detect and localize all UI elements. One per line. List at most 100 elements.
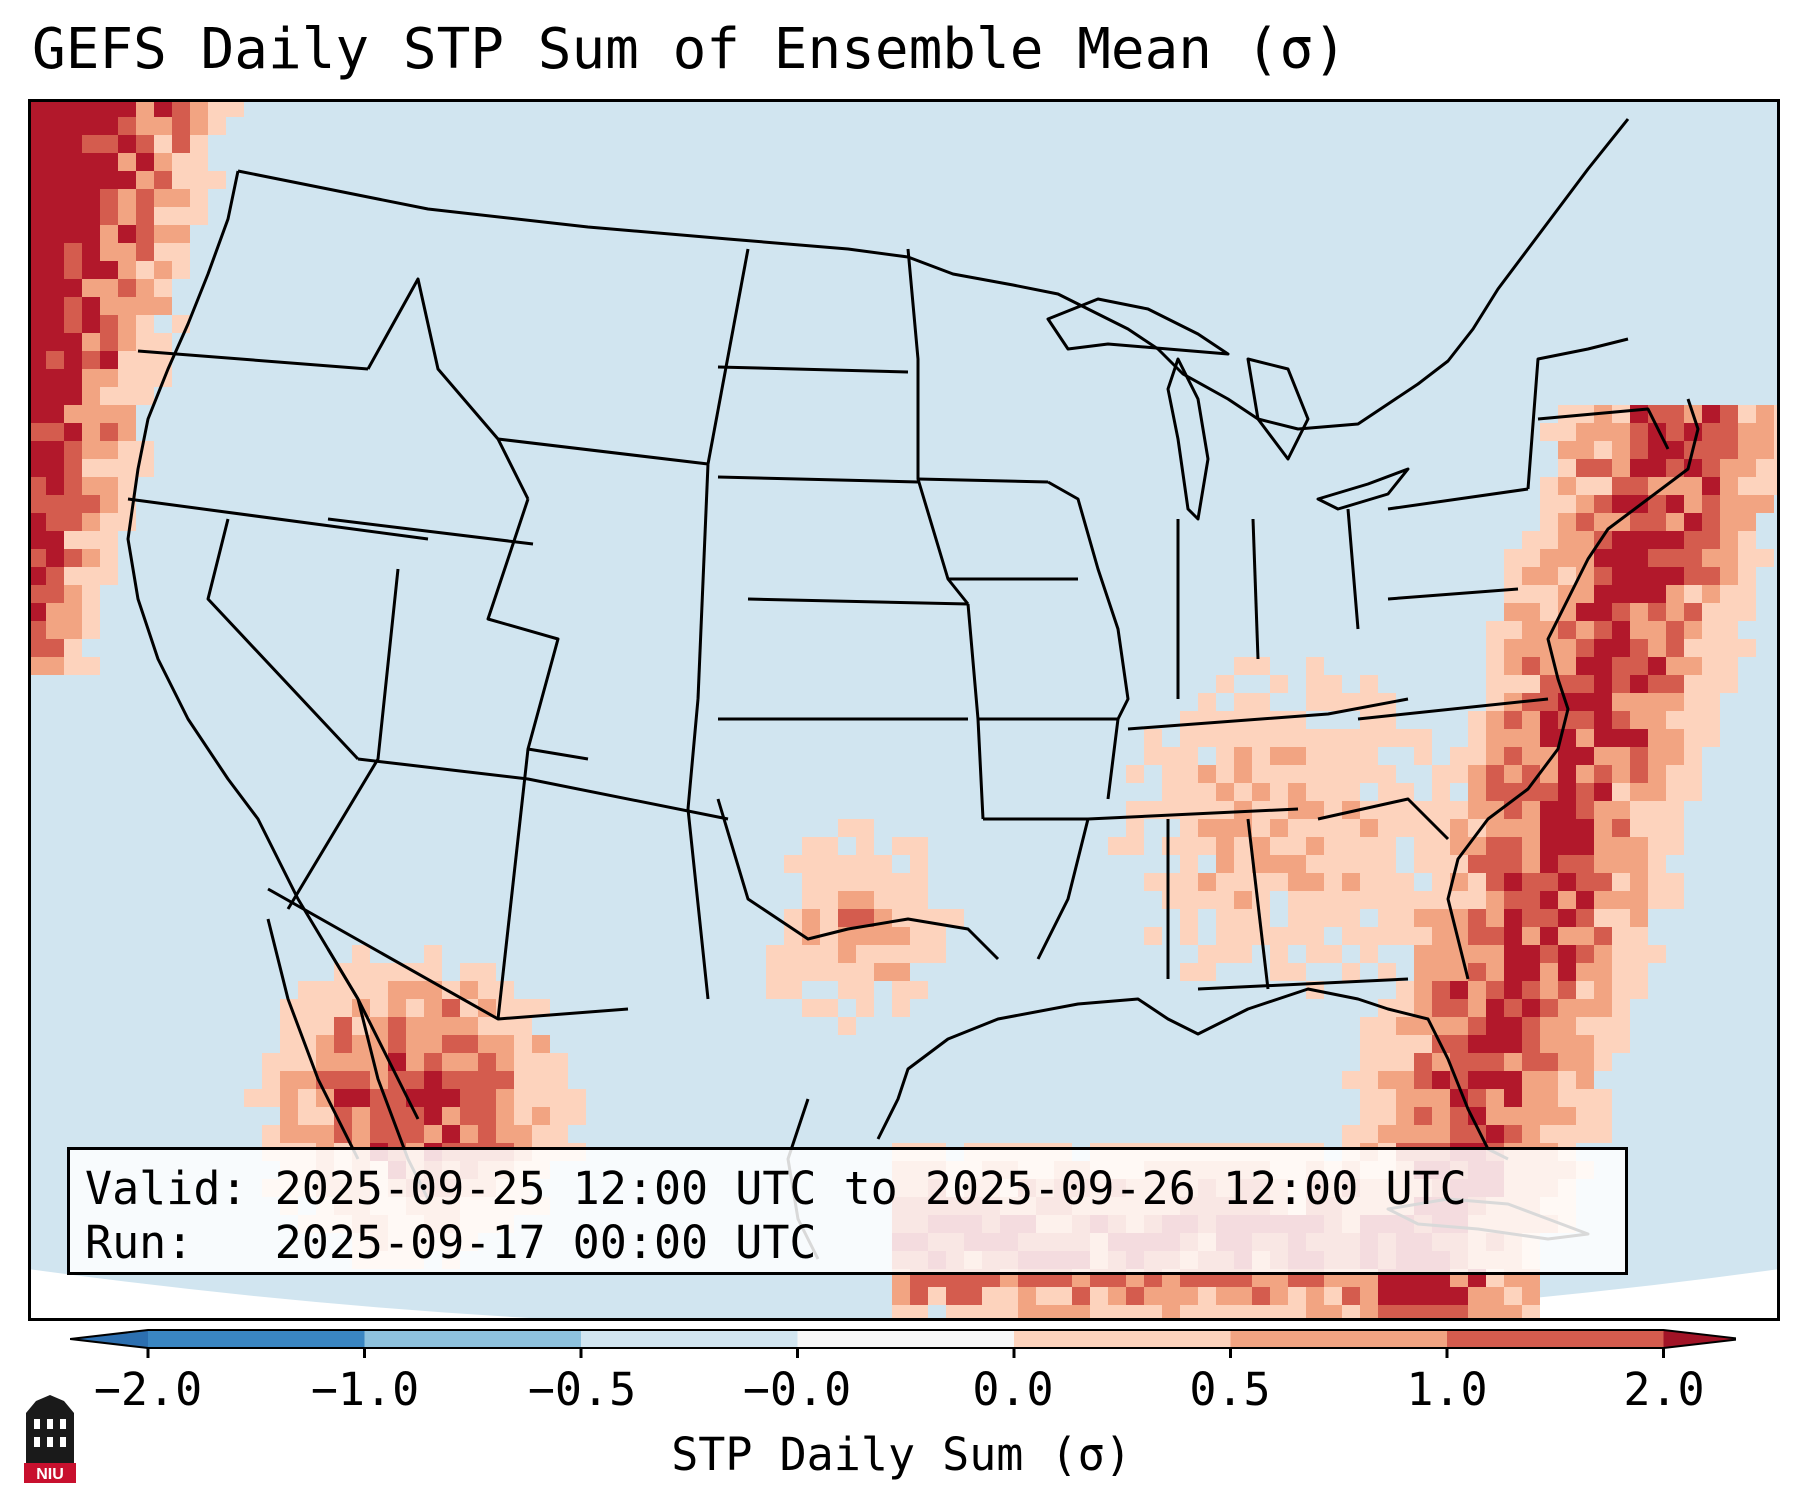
border-ar-la bbox=[983, 817, 1090, 960]
anomaly-cell bbox=[1504, 747, 1522, 765]
anomaly-cell bbox=[28, 171, 46, 189]
anomaly-cell bbox=[46, 459, 64, 477]
anomaly-cell bbox=[1720, 423, 1738, 441]
anomaly-cell bbox=[1414, 927, 1432, 945]
anomaly-cell bbox=[856, 927, 874, 945]
anomaly-cell bbox=[136, 207, 154, 225]
anomaly-cell bbox=[1342, 765, 1360, 783]
anomaly-cell bbox=[1702, 495, 1720, 513]
anomaly-cell bbox=[1504, 1071, 1522, 1089]
anomaly-cell bbox=[118, 153, 136, 171]
anomaly-cell bbox=[1486, 783, 1504, 801]
anomaly-cell bbox=[1360, 891, 1378, 909]
anomaly-cell bbox=[820, 891, 838, 909]
anomaly-cell bbox=[82, 117, 100, 135]
anomaly-cell bbox=[1522, 1035, 1540, 1053]
anomaly-cell bbox=[1558, 999, 1576, 1017]
anomaly-cell bbox=[1738, 405, 1756, 423]
anomaly-cell bbox=[1522, 711, 1540, 729]
anomaly-cell bbox=[1630, 477, 1648, 495]
anomaly-cell bbox=[1594, 567, 1612, 585]
anomaly-cell bbox=[1432, 981, 1450, 999]
anomaly-cell bbox=[784, 981, 802, 999]
anomaly-cell bbox=[1378, 909, 1396, 927]
anomaly-cell bbox=[424, 999, 442, 1017]
anomaly-cell bbox=[64, 171, 82, 189]
anomaly-cell bbox=[1288, 711, 1306, 729]
anomaly-cell bbox=[28, 495, 46, 513]
anomaly-cell bbox=[64, 297, 82, 315]
anomaly-cell bbox=[82, 171, 100, 189]
anomaly-cell bbox=[118, 189, 136, 207]
anomaly-cell bbox=[946, 909, 964, 927]
anomaly-cell bbox=[1540, 513, 1558, 531]
anomaly-cell bbox=[874, 963, 892, 981]
anomaly-cell bbox=[82, 495, 100, 513]
anomaly-cell bbox=[838, 1017, 856, 1035]
anomaly-cell bbox=[1216, 801, 1234, 819]
anomaly-cell bbox=[1594, 801, 1612, 819]
anomaly-cell bbox=[1612, 657, 1630, 675]
anomaly-cell bbox=[1252, 657, 1270, 675]
anomaly-cell bbox=[1342, 891, 1360, 909]
anomaly-cell bbox=[856, 891, 874, 909]
anomaly-cell bbox=[136, 117, 154, 135]
anomaly-cell bbox=[1360, 1035, 1378, 1053]
anomaly-cell bbox=[64, 549, 82, 567]
anomaly-cell bbox=[64, 351, 82, 369]
tick-label: −0.0 bbox=[742, 1363, 852, 1416]
anomaly-cell bbox=[1702, 459, 1720, 477]
anomaly-cell bbox=[1432, 801, 1450, 819]
anomaly-cell bbox=[1558, 765, 1576, 783]
anomaly-cell bbox=[1198, 801, 1216, 819]
anomaly-cell bbox=[1594, 945, 1612, 963]
anomaly-cell bbox=[1576, 459, 1594, 477]
anomaly-cell bbox=[1702, 567, 1720, 585]
border-sd-ne bbox=[717, 475, 919, 484]
anomaly-cell bbox=[1180, 1287, 1198, 1305]
anomaly-cell bbox=[1720, 657, 1738, 675]
anomaly-cell bbox=[1684, 459, 1702, 477]
anomaly-cell bbox=[1450, 1017, 1468, 1035]
anomaly-cell bbox=[118, 513, 136, 531]
anomaly-cell bbox=[766, 963, 784, 981]
anomaly-cell bbox=[1126, 1305, 1144, 1321]
anomaly-cell bbox=[1666, 783, 1684, 801]
anomaly-cell bbox=[1738, 513, 1756, 531]
anomaly-cell bbox=[190, 99, 208, 117]
anomaly-cell bbox=[154, 153, 172, 171]
anomaly-cell bbox=[1270, 927, 1288, 945]
anomaly-cell bbox=[28, 531, 46, 549]
anomaly-cell bbox=[1612, 819, 1630, 837]
anomaly-cell bbox=[64, 153, 82, 171]
anomaly-cell bbox=[1612, 675, 1630, 693]
anomaly-cell bbox=[82, 333, 100, 351]
anomaly-cell bbox=[1450, 1305, 1468, 1321]
anomaly-cell bbox=[1576, 1125, 1594, 1143]
border-nc-sc bbox=[1317, 797, 1450, 841]
anomaly-cell bbox=[1630, 621, 1648, 639]
anomaly-cell bbox=[1468, 1053, 1486, 1071]
border-ne-ks bbox=[747, 597, 969, 606]
anomaly-cell bbox=[1198, 819, 1216, 837]
anomaly-cell bbox=[1468, 783, 1486, 801]
anomaly-cell bbox=[1576, 1053, 1594, 1071]
anomaly-cell bbox=[1522, 747, 1540, 765]
anomaly-cell bbox=[154, 279, 172, 297]
anomaly-cell bbox=[1666, 513, 1684, 531]
anomaly-cell bbox=[1558, 747, 1576, 765]
anomaly-cell bbox=[1558, 909, 1576, 927]
anomaly-cell bbox=[910, 891, 928, 909]
anomaly-cell bbox=[100, 549, 118, 567]
anomaly-cell bbox=[28, 567, 46, 585]
anomaly-cell bbox=[1468, 999, 1486, 1017]
anomaly-cell bbox=[1594, 513, 1612, 531]
anomaly-cell bbox=[154, 351, 172, 369]
anomaly-cell bbox=[1324, 891, 1342, 909]
anomaly-cell bbox=[1612, 981, 1630, 999]
anomaly-cell bbox=[910, 909, 928, 927]
anomaly-cell bbox=[856, 981, 874, 999]
anomaly-cell bbox=[46, 117, 64, 135]
anomaly-cell bbox=[1558, 1017, 1576, 1035]
anomaly-cell bbox=[1324, 765, 1342, 783]
